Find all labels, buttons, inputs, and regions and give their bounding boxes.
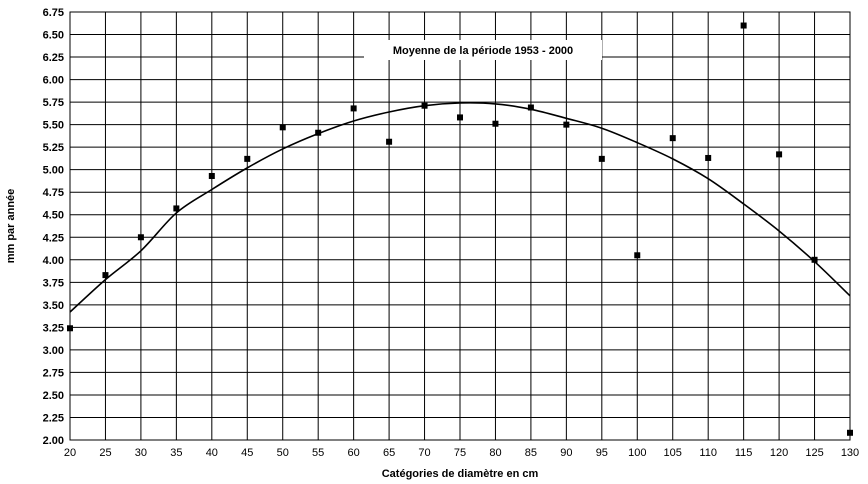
x-tick-label: 55 xyxy=(312,447,324,459)
data-point xyxy=(315,129,322,136)
x-tick-label: 110 xyxy=(699,447,717,459)
x-tick-label: 20 xyxy=(64,447,76,459)
data-point xyxy=(279,124,286,131)
x-tick-label: 80 xyxy=(489,447,501,459)
x-tick-label: 105 xyxy=(664,447,682,459)
plot-border xyxy=(69,11,851,441)
data-point xyxy=(457,114,463,121)
data-point xyxy=(634,252,641,259)
x-tick-label: 45 xyxy=(241,447,253,459)
x-tick-label: 50 xyxy=(277,447,289,459)
x-tick-label: 85 xyxy=(525,447,537,459)
data-point xyxy=(137,234,144,241)
y-tick-label: 5.75 xyxy=(43,97,64,109)
x-tick-label: 70 xyxy=(418,447,430,459)
y-tick-label: 6.50 xyxy=(43,30,64,42)
data-point xyxy=(563,121,570,128)
data-point xyxy=(776,151,783,158)
data-point xyxy=(705,154,712,161)
y-tick-labels: 2.00 2.25 2.50 2.75 3.00 3.25 3.50 3.75 4.00 4.25… xyxy=(43,7,64,447)
y-tick-label: 5.00 xyxy=(43,165,64,177)
y-tick-label: 2.25 xyxy=(43,412,64,424)
data-point xyxy=(102,272,109,279)
x-tick-label: 95 xyxy=(596,447,608,459)
y-tick-label: 5.25 xyxy=(43,142,64,154)
data-point xyxy=(173,205,180,212)
annotation-box xyxy=(364,40,602,60)
y-tick-label: 3.75 xyxy=(43,277,64,289)
x-tick-label: 100 xyxy=(628,447,646,459)
x-tick-label: 30 xyxy=(135,447,147,459)
x-tick-label: 60 xyxy=(348,447,360,459)
trend-line xyxy=(69,102,851,313)
y-tick-label: 2.00 xyxy=(43,435,64,447)
x-axis-title: Catégories de diamètre en cm xyxy=(382,468,539,480)
y-tick-label: 5.50 xyxy=(43,120,64,132)
annotation: Moyenne de la période 1953 - 2000 xyxy=(393,45,573,57)
y-tick-label: 6.25 xyxy=(43,52,64,64)
y-tick-label: 3.25 xyxy=(43,322,64,334)
y-tick-label: 2.75 xyxy=(43,367,64,379)
data-point xyxy=(386,138,393,145)
trend-layer xyxy=(69,102,851,313)
y-tick-label: 4.75 xyxy=(43,187,64,199)
data-point xyxy=(492,120,499,127)
x-tick-label: 115 xyxy=(735,447,753,459)
y-tick-label: 2.50 xyxy=(43,390,64,402)
x-tick-labels: 20 25 30 35 40 45 50 55 60 65 70 75 80 85 90 95 100 105 11… xyxy=(64,447,859,459)
data-point xyxy=(208,172,215,179)
x-tick-label: 35 xyxy=(170,447,182,459)
data-point xyxy=(598,155,605,162)
x-tick-label: 65 xyxy=(383,447,395,459)
x-tick-label: 90 xyxy=(560,447,572,459)
y-tick-label: 4.50 xyxy=(43,210,64,222)
grid xyxy=(69,11,851,441)
y-tick-label: 3.50 xyxy=(43,300,64,312)
x-tick-label: 75 xyxy=(454,447,466,459)
x-tick-label: 40 xyxy=(206,447,218,459)
y-tick-label: 4.25 xyxy=(43,232,64,244)
data-point xyxy=(811,256,818,263)
y-tick-label: 6.75 xyxy=(43,7,64,19)
y-tick-label: 3.00 xyxy=(43,345,64,357)
data-point xyxy=(244,155,251,162)
data-point xyxy=(669,135,676,142)
x-tick-label: 125 xyxy=(805,447,823,459)
x-tick-label: 130 xyxy=(841,447,859,459)
data-point xyxy=(350,105,357,112)
x-tick-label: 120 xyxy=(770,447,788,459)
x-tick-label: 25 xyxy=(99,447,111,459)
y-tick-label: 4.00 xyxy=(43,255,64,267)
data-point xyxy=(740,22,747,29)
data-point xyxy=(527,104,534,111)
data-point xyxy=(421,102,428,109)
y-tick-label: 6.00 xyxy=(43,75,64,87)
y-axis-title: mm par année xyxy=(5,189,17,264)
